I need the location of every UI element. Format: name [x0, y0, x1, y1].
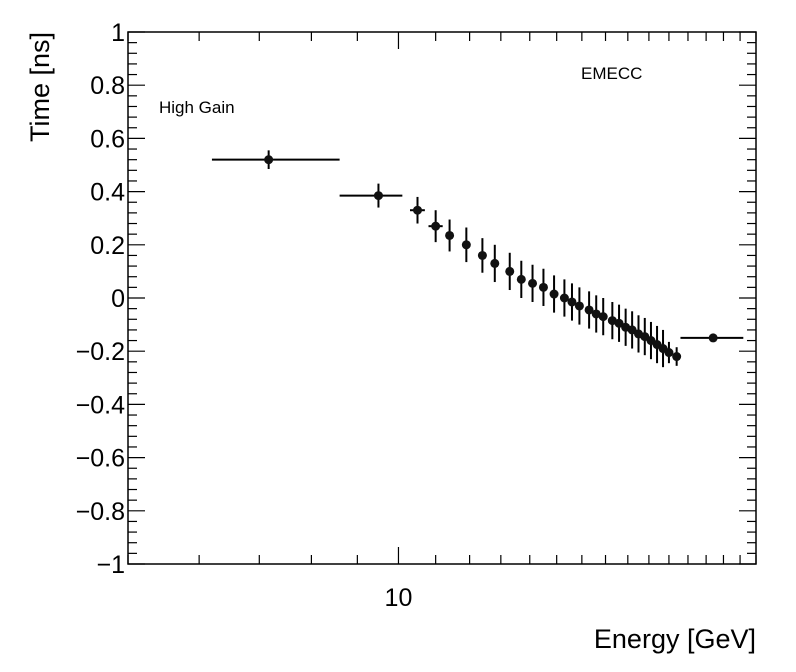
- y-tick-label: −0.6: [76, 445, 125, 473]
- data-point: [559, 293, 569, 303]
- data-point: [538, 282, 548, 292]
- data-point: [614, 318, 624, 328]
- detector-annotation: EMECC: [581, 64, 642, 83]
- y-tick-label: 0.8: [90, 72, 125, 100]
- y-tick-labels: −1 −0.8 −0.6 −0.4 −0.2 0 0.2 0.4 0.6 0.8 1: [76, 19, 125, 579]
- y-tick-label: 1: [111, 19, 125, 47]
- y-tick-label: 0.4: [90, 179, 125, 207]
- data-point: [567, 297, 577, 307]
- data-point: [431, 221, 441, 231]
- axis-ticks: [127, 31, 757, 565]
- y-tick-label: 0: [111, 285, 125, 313]
- gain-annotation: High Gain: [159, 98, 235, 117]
- data-point: [708, 333, 718, 343]
- y-tick-label: 0.6: [90, 125, 125, 153]
- data-point: [584, 305, 594, 315]
- x-tick-labels: 10: [385, 584, 413, 612]
- data-point: [672, 352, 682, 362]
- data-point: [490, 258, 500, 268]
- x-axis-title: Energy [GeV]: [594, 624, 756, 654]
- data-point: [445, 230, 455, 240]
- y-tick-label: 0.2: [90, 232, 125, 260]
- data-point: [516, 274, 526, 284]
- data-point: [528, 278, 538, 288]
- data-point: [477, 250, 487, 260]
- y-axis-title: Time [ns]: [25, 32, 55, 142]
- data-point: [505, 266, 515, 276]
- data-markers: [264, 155, 718, 362]
- data-point: [373, 191, 383, 201]
- y-tick-label: −0.8: [76, 498, 125, 526]
- data-point: [264, 155, 274, 165]
- data-point: [664, 348, 674, 358]
- data-point: [413, 205, 423, 215]
- data-point: [574, 301, 584, 311]
- x-tick-label: 10: [385, 584, 413, 612]
- data-point: [591, 309, 601, 319]
- data-point: [598, 312, 608, 322]
- y-tick-label: −1: [96, 551, 125, 579]
- data-point: [549, 289, 559, 299]
- y-tick-label: −0.2: [76, 338, 125, 366]
- data-point: [461, 240, 471, 250]
- y-tick-label: −0.4: [76, 391, 125, 419]
